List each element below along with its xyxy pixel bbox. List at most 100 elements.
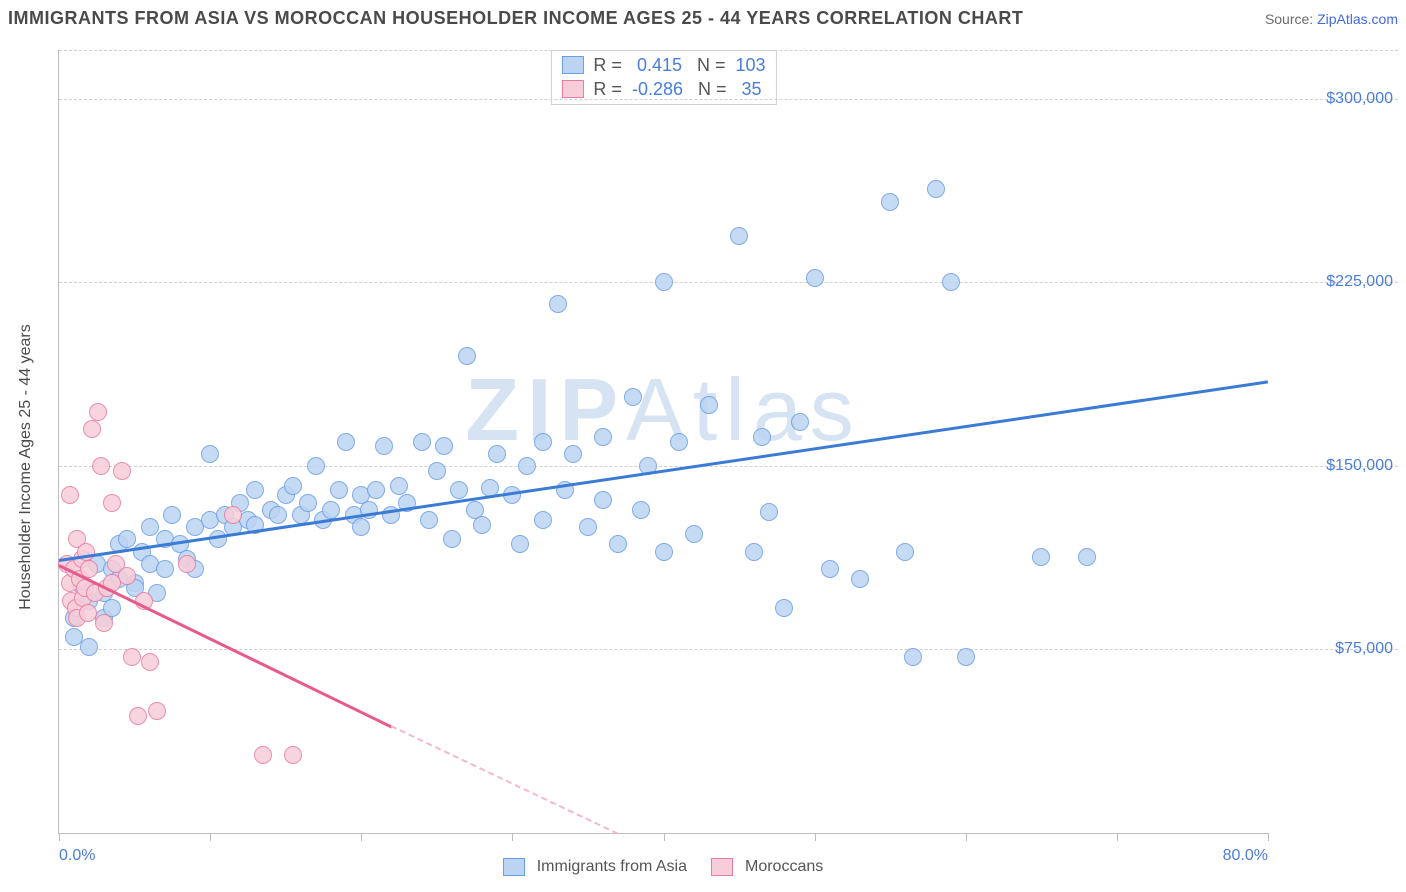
- legend-label: Immigrants from Asia: [537, 858, 687, 876]
- data-point-asia: [806, 269, 824, 287]
- legend-swatch: [503, 858, 525, 876]
- data-point-asia: [330, 481, 348, 499]
- data-point-asia: [299, 494, 317, 512]
- data-point-asia: [390, 477, 408, 495]
- data-point-asia: [201, 445, 219, 463]
- data-point-asia: [760, 503, 778, 521]
- data-point-asia: [435, 437, 453, 455]
- legend-swatch: [711, 858, 733, 876]
- y-tick-label: $300,000: [1326, 90, 1393, 108]
- data-point-moroccan: [92, 457, 110, 475]
- legend-series: Immigrants from Asia Moroccans: [58, 858, 1268, 876]
- data-point-asia: [141, 518, 159, 536]
- data-point-moroccan: [95, 614, 113, 632]
- data-point-asia: [488, 445, 506, 463]
- x-tick: [1268, 833, 1269, 841]
- legend-swatch: [561, 80, 583, 98]
- data-point-asia: [624, 388, 642, 406]
- data-point-asia: [284, 477, 302, 495]
- data-point-moroccan: [148, 702, 166, 720]
- data-point-asia: [594, 428, 612, 446]
- plot-area: ZIPAtlas R = 0.415 N = 103R = -0.286 N =…: [58, 50, 1268, 834]
- data-point-asia: [269, 506, 287, 524]
- legend-stat-row-asia: R = 0.415 N = 103: [561, 53, 765, 77]
- y-axis-title: Householder Income Ages 25 - 44 years: [17, 324, 35, 610]
- gridline: [59, 50, 1398, 51]
- data-point-asia: [579, 518, 597, 536]
- data-point-asia: [367, 481, 385, 499]
- data-point-moroccan: [178, 555, 196, 573]
- legend-item: Moroccans: [711, 858, 823, 876]
- data-point-asia: [700, 396, 718, 414]
- data-point-moroccan: [254, 746, 272, 764]
- data-point-asia: [458, 347, 476, 365]
- x-tick: [59, 833, 60, 841]
- data-point-asia: [80, 638, 98, 656]
- data-point-moroccan: [129, 707, 147, 725]
- x-tick: [815, 833, 816, 841]
- y-tick-label: $225,000: [1326, 273, 1393, 291]
- data-point-asia: [450, 481, 468, 499]
- data-point-moroccan: [79, 604, 97, 622]
- gridline: [59, 466, 1398, 467]
- x-tick: [1117, 833, 1118, 841]
- data-point-asia: [851, 570, 869, 588]
- data-point-asia: [670, 433, 688, 451]
- data-point-asia: [428, 462, 446, 480]
- data-point-asia: [163, 506, 181, 524]
- data-point-asia: [118, 530, 136, 548]
- watermark-atlas: Atlas: [626, 360, 862, 459]
- y-tick-label: $150,000: [1326, 457, 1393, 475]
- x-tick: [361, 833, 362, 841]
- data-point-asia: [655, 543, 673, 561]
- gridline: [59, 282, 1398, 283]
- data-point-asia: [753, 428, 771, 446]
- data-point-asia: [957, 648, 975, 666]
- data-point-asia: [685, 525, 703, 543]
- watermark: ZIPAtlas: [465, 359, 862, 461]
- data-point-asia: [534, 511, 552, 529]
- trend-line: [391, 725, 619, 834]
- data-point-asia: [896, 543, 914, 561]
- data-point-asia: [549, 295, 567, 313]
- data-point-asia: [420, 511, 438, 529]
- gridline: [59, 649, 1398, 650]
- page-title: IMMIGRANTS FROM ASIA VS MOROCCAN HOUSEHO…: [8, 8, 1023, 29]
- data-point-moroccan: [123, 648, 141, 666]
- x-tick: [664, 833, 665, 841]
- y-tick-label: $75,000: [1335, 640, 1393, 658]
- data-point-asia: [594, 491, 612, 509]
- data-point-asia: [518, 457, 536, 475]
- data-point-moroccan: [141, 653, 159, 671]
- data-point-asia: [745, 543, 763, 561]
- data-point-moroccan: [83, 420, 101, 438]
- data-point-asia: [632, 501, 650, 519]
- source-prefix: Source:: [1265, 11, 1317, 27]
- data-point-asia: [511, 535, 529, 553]
- data-point-asia: [791, 413, 809, 431]
- trend-line: [59, 380, 1268, 562]
- data-point-asia: [1032, 548, 1050, 566]
- data-point-asia: [655, 273, 673, 291]
- data-point-asia: [352, 518, 370, 536]
- data-point-asia: [413, 433, 431, 451]
- data-point-moroccan: [113, 462, 131, 480]
- data-point-asia: [942, 273, 960, 291]
- legend-swatch: [561, 56, 583, 74]
- data-point-moroccan: [284, 746, 302, 764]
- data-point-asia: [904, 648, 922, 666]
- gridline: [59, 99, 1398, 100]
- data-point-asia: [534, 433, 552, 451]
- data-point-moroccan: [103, 494, 121, 512]
- data-point-asia: [322, 501, 340, 519]
- data-point-asia: [564, 445, 582, 463]
- legend-stat-row-moroccan: R = -0.286 N = 35: [561, 77, 765, 101]
- data-point-asia: [927, 180, 945, 198]
- legend-stat-text: R = 0.415 N = 103: [593, 53, 765, 77]
- data-point-asia: [821, 560, 839, 578]
- data-point-asia: [730, 227, 748, 245]
- data-point-moroccan: [89, 403, 107, 421]
- legend-stat-text: R = -0.286 N = 35: [593, 77, 761, 101]
- source-link[interactable]: ZipAtlas.com: [1317, 11, 1398, 27]
- trend-line: [58, 564, 392, 728]
